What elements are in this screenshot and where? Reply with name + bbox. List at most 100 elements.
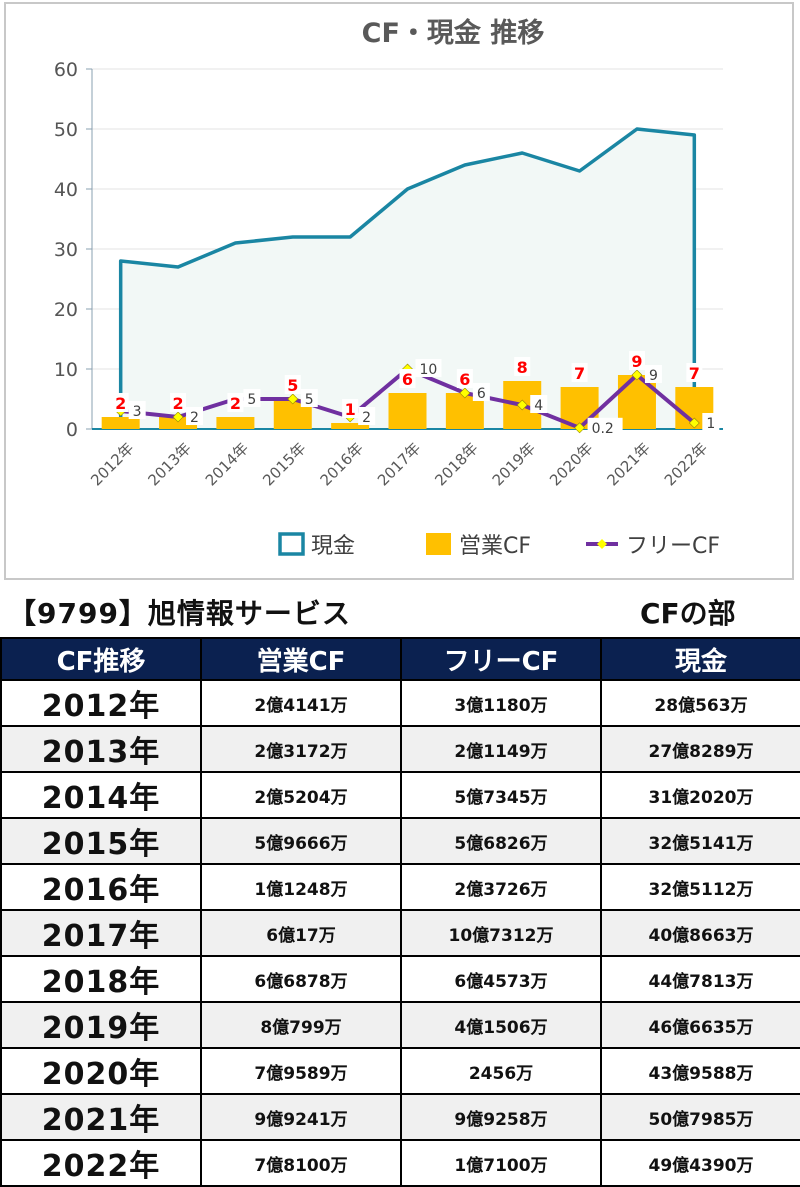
free-cf-cell: 1億7100万 (400, 1139, 602, 1187)
table-row: 2012年 2億4141万 3億1180万 28億563万 (0, 679, 800, 727)
operating-cf-label-bg (686, 363, 703, 382)
table-row: 2019年 8億799万 4億1506万 46億6635万 (0, 1001, 800, 1049)
free-cf-data-label: 9 (649, 368, 658, 384)
cash-cell: 49億4390万 (600, 1139, 800, 1187)
free-cf-label-bg (358, 407, 376, 425)
free-cf-data-label: 5 (247, 392, 256, 408)
table-row: 2013年 2億3172万 2億1149万 27億8289万 (0, 725, 800, 773)
free-cf-cell: 5億7345万 (400, 771, 602, 819)
year-cell: 2018年 (0, 955, 202, 1003)
x-tick-label: 2021年 (603, 439, 653, 489)
x-tick-label: 2017年 (374, 439, 424, 489)
year-cell: 2021年 (0, 1093, 202, 1141)
free-cf-data-label: 2 (362, 410, 371, 426)
table-row: 2017年 6億17万 10億7312万 40億8663万 (0, 909, 800, 957)
operating-cf-data-label: 5 (287, 376, 298, 395)
operating-cf-cell: 7億8100万 (200, 1139, 402, 1187)
operating-cf-label-bg (628, 351, 645, 370)
free-cf-cell: 9億9258万 (400, 1093, 602, 1141)
operating-cf-cell: 2億4141万 (200, 679, 402, 727)
cash-cell: 27億8289万 (600, 725, 800, 773)
cash-cell: 43億9588万 (600, 1047, 800, 1095)
y-tick-label: 40 (54, 179, 78, 201)
legend-cash-label: 現金 (311, 534, 355, 559)
x-tick-label: 2020年 (546, 439, 596, 489)
company-title: 【9799】旭情報サービス (8, 597, 351, 630)
free-cf-marker (574, 422, 586, 434)
free-cf-marker (631, 369, 643, 381)
cash-area-fill (120, 129, 695, 429)
x-tick-label: 2012年 (87, 439, 137, 489)
x-tick-label: 2019年 (489, 439, 539, 489)
operating-cf-bar (331, 423, 370, 429)
operating-cf-label-bg (342, 399, 359, 418)
x-tick-label: 2015年 (259, 439, 309, 489)
free-cf-marker (688, 417, 700, 429)
operating-cf-data-label: 7 (689, 364, 700, 383)
y-tick-label: 0 (66, 419, 78, 441)
free-cf-data-label: 6 (477, 386, 486, 402)
year-cell: 2013年 (0, 725, 202, 773)
legend-free-cf-marker (597, 539, 607, 549)
free-cf-cell: 5億6826万 (400, 817, 602, 865)
free-cf-cell: 3億1180万 (400, 679, 602, 727)
year-cell: 2017年 (0, 909, 202, 957)
cash-cell: 31億2020万 (600, 771, 800, 819)
free-cf-label-bg (186, 407, 204, 425)
free-cf-cell: 2456万 (400, 1047, 602, 1095)
operating-cf-cell: 5億9666万 (200, 817, 402, 865)
year-cell: 2015年 (0, 817, 202, 865)
free-cf-cell: 4億1506万 (400, 1001, 602, 1049)
legend-operating-cf-swatch (426, 533, 451, 555)
x-tick-label: 2014年 (202, 439, 252, 489)
free-cf-data-label: 10 (420, 362, 438, 378)
x-tick-label: 2013年 (145, 439, 195, 489)
table-row: 2015年 5億9666万 5億6826万 32億5141万 (0, 817, 800, 865)
free-cf-data-label: 1 (706, 416, 715, 432)
operating-cf-cell: 2億5204万 (200, 771, 402, 819)
free-cf-label-bg (472, 383, 490, 401)
free-cf-cell: 6億4573万 (400, 955, 602, 1003)
cash-cell: 32億5141万 (600, 817, 800, 865)
header-cash: 現金 (600, 637, 800, 681)
legend-operating-cf-label: 営業CF (459, 534, 531, 559)
y-tick-label: 20 (54, 299, 78, 321)
free-cf-data-label: 5 (305, 392, 314, 408)
operating-cf-label-bg (227, 393, 244, 412)
free-cf-label-bg (243, 389, 261, 407)
operating-cf-bar (388, 393, 427, 429)
cash-cell: 28億563万 (600, 679, 800, 727)
operating-cf-bar (101, 417, 140, 429)
year-cell: 2012年 (0, 679, 202, 727)
header-free-cf: フリーCF (400, 637, 602, 681)
year-cell: 2019年 (0, 1001, 202, 1049)
free-cf-marker (459, 387, 471, 399)
operating-cf-cell: 9億9241万 (200, 1093, 402, 1141)
legend-free-cf-label: フリーCF (626, 534, 720, 559)
operating-cf-data-label: 9 (631, 352, 642, 371)
free-cf-label-bg (415, 359, 442, 377)
free-cf-label-bg (300, 389, 318, 407)
free-cf-cell: 10億7312万 (400, 909, 602, 957)
legend-cash-swatch (278, 532, 305, 556)
cf-chart-panel: CF・現金 推移 0 10 20 30 40 50 60 3 2 5 5 2 10 6 4 0.2 9 1 2 2 2 5 1… (4, 2, 794, 580)
operating-cf-bar (216, 417, 255, 429)
free-cf-label-bg (587, 417, 623, 436)
table-row: 2021年 9億9241万 9億9258万 50億7985万 (0, 1093, 800, 1141)
table-row: 2022年 7億8100万 1億7100万 49億4390万 (0, 1139, 800, 1187)
free-cf-data-label: 2 (190, 410, 199, 426)
cash-cell: 40億8663万 (600, 909, 800, 957)
operating-cf-label-bg (456, 369, 473, 388)
y-tick-label: 50 (54, 119, 78, 141)
operating-cf-label-bg (514, 357, 531, 376)
operating-cf-data-label: 2 (115, 394, 126, 413)
x-tick-label: 2016年 (317, 439, 367, 489)
cash-line (118, 127, 697, 429)
cash-cell: 44億7813万 (600, 955, 800, 1003)
free-cf-data-label: 3 (133, 404, 142, 420)
cash-cell: 32億5112万 (600, 863, 800, 911)
year-cell: 2016年 (0, 863, 202, 911)
operating-cf-data-label: 7 (574, 364, 585, 383)
operating-cf-cell: 6億17万 (200, 909, 402, 957)
free-cf-label-bg (530, 395, 548, 413)
